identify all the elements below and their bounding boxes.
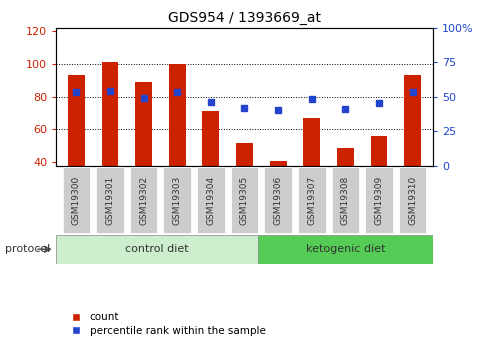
- Title: GDS954 / 1393669_at: GDS954 / 1393669_at: [168, 11, 320, 25]
- Text: GSM19301: GSM19301: [105, 176, 114, 225]
- Text: GSM19307: GSM19307: [306, 176, 316, 225]
- FancyBboxPatch shape: [398, 167, 426, 233]
- FancyBboxPatch shape: [264, 167, 291, 233]
- Text: GSM19300: GSM19300: [72, 176, 81, 225]
- Bar: [236, 142, 252, 166]
- Text: control diet: control diet: [125, 244, 188, 254]
- FancyBboxPatch shape: [197, 167, 224, 233]
- Text: ketogenic diet: ketogenic diet: [305, 244, 385, 254]
- Bar: [202, 111, 219, 166]
- FancyBboxPatch shape: [96, 167, 123, 233]
- FancyBboxPatch shape: [331, 167, 358, 233]
- Text: protocol: protocol: [5, 244, 50, 254]
- Text: GSM19306: GSM19306: [273, 176, 282, 225]
- Bar: [258, 235, 432, 264]
- Bar: [269, 161, 286, 166]
- FancyBboxPatch shape: [230, 167, 258, 233]
- Text: GSM19304: GSM19304: [206, 176, 215, 225]
- Bar: [56, 235, 258, 264]
- Bar: [168, 64, 185, 166]
- Text: GSM19310: GSM19310: [407, 176, 416, 225]
- Text: GSM19308: GSM19308: [340, 176, 349, 225]
- FancyBboxPatch shape: [130, 167, 157, 233]
- Bar: [68, 75, 84, 166]
- Bar: [336, 148, 353, 166]
- Text: GSM19303: GSM19303: [172, 176, 182, 225]
- FancyBboxPatch shape: [62, 167, 90, 233]
- Text: GSM19302: GSM19302: [139, 176, 148, 225]
- Bar: [404, 75, 420, 166]
- FancyBboxPatch shape: [297, 167, 325, 233]
- Text: GSM19305: GSM19305: [240, 176, 248, 225]
- Legend: count, percentile rank within the sample: count, percentile rank within the sample: [61, 308, 269, 340]
- Text: GSM19309: GSM19309: [374, 176, 383, 225]
- FancyBboxPatch shape: [365, 167, 392, 233]
- FancyBboxPatch shape: [163, 167, 191, 233]
- Bar: [102, 62, 118, 166]
- Bar: [370, 136, 386, 166]
- Bar: [303, 118, 320, 166]
- Bar: [135, 82, 152, 166]
